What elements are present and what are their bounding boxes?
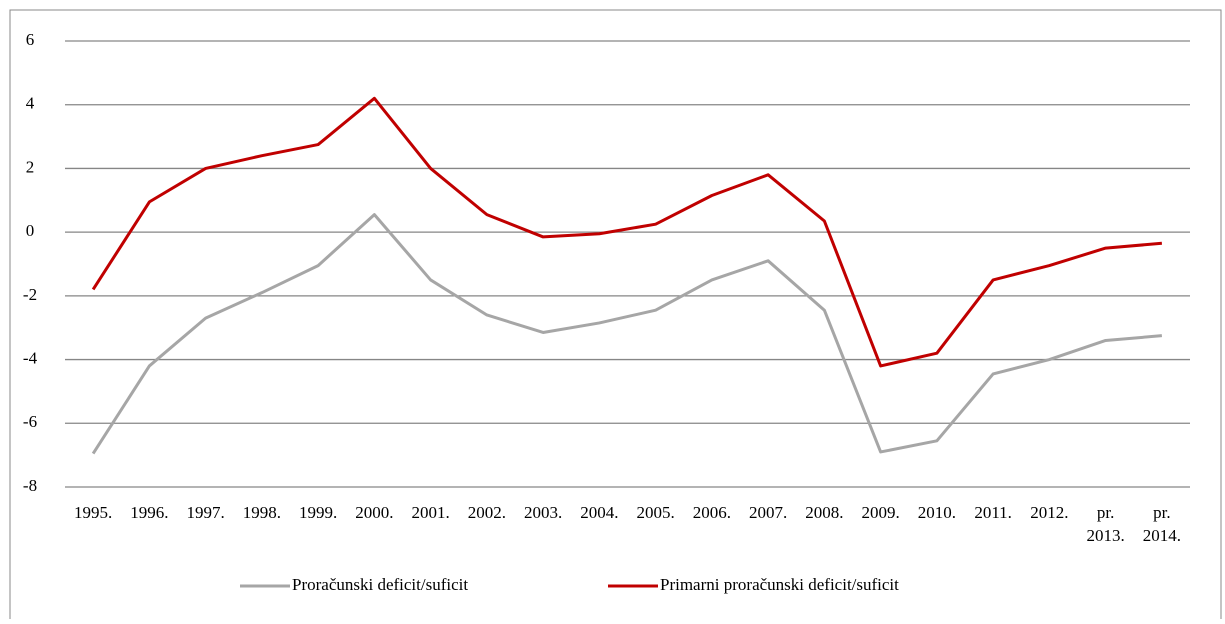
legend-label: Primarni proračunski deficit/suficit [660, 575, 899, 594]
x-tick-label: pr. 2013. [1087, 503, 1125, 545]
x-tick-label: 2004. [580, 503, 618, 522]
y-tick-label: -6 [23, 412, 37, 431]
x-tick-label: 2011. [974, 503, 1012, 522]
x-tick-label: 2002. [468, 503, 506, 522]
y-tick-label: 0 [26, 221, 35, 240]
x-tick-label: 2003. [524, 503, 562, 522]
y-tick-label: 6 [26, 30, 35, 49]
legend-label: Proračunski deficit/suficit [292, 575, 468, 594]
x-tick-label: 2010. [918, 503, 956, 522]
x-tick-label: 2005. [637, 503, 675, 522]
y-tick-label: -4 [23, 348, 38, 367]
x-tick-label: 1999. [299, 503, 337, 522]
y-tick-label: -2 [23, 285, 37, 304]
x-tick-label: 2006. [693, 503, 731, 522]
y-tick-label: -8 [23, 476, 37, 495]
y-tick-label: 4 [26, 94, 35, 113]
series-line [91, 213, 1163, 455]
x-tick-label: 2008. [805, 503, 843, 522]
x-tick-label: 1997. [187, 503, 225, 522]
x-tick-label: 1995. [74, 503, 112, 522]
x-tick-label: 2000. [355, 503, 393, 522]
x-tick-label: pr. 2014. [1143, 503, 1181, 545]
y-tick-label: 2 [26, 157, 35, 176]
x-tick-label: 2001. [412, 503, 450, 522]
x-tick-label: 1998. [243, 503, 281, 522]
series-line [91, 96, 1163, 368]
chart-border [9, 9, 1222, 624]
x-tick-label: 2009. [862, 503, 900, 522]
x-tick-label: 2007. [749, 503, 787, 522]
x-tick-label: 2012. [1030, 503, 1068, 522]
x-tick-label: 1996. [130, 503, 168, 522]
